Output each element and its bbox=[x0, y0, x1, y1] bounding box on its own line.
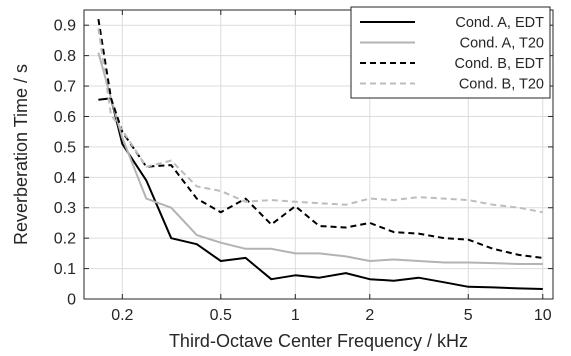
series-line-4 bbox=[97, 28, 543, 214]
x-tick-label: 0.5 bbox=[210, 307, 232, 324]
plot-frame bbox=[83, 9, 554, 300]
y-tick-label: 0.9 bbox=[54, 18, 76, 35]
legend-label: Cond. A, EDT bbox=[455, 15, 544, 31]
grid bbox=[84, 10, 553, 299]
y-tick-label: 0.1 bbox=[54, 261, 76, 278]
y-tick-label: 0 bbox=[67, 292, 76, 309]
x-tick-label: 2 bbox=[365, 307, 374, 324]
x-tick-label: 5 bbox=[464, 307, 473, 324]
y-tick-label: 0.4 bbox=[54, 170, 76, 187]
y-tick-label: 0.2 bbox=[54, 231, 76, 248]
x-tick-label: 1 bbox=[291, 307, 300, 324]
x-tick-label: 10 bbox=[534, 307, 552, 324]
y-tick-label: 0.6 bbox=[54, 109, 76, 126]
series-layer bbox=[97, 18, 543, 290]
legend-label: Cond. A, T20 bbox=[460, 36, 544, 52]
y-tick-label: 0.5 bbox=[54, 139, 76, 156]
y-tick-label: 0.3 bbox=[54, 200, 76, 217]
legend: Cond. A, EDT Cond. A, T20 Cond. B, EDT Cond… bbox=[350, 6, 551, 99]
x-axis-label: Third-Octave Center Frequency / kHz bbox=[169, 331, 468, 351]
x-tick-label: 0.2 bbox=[111, 307, 133, 324]
series-line-1 bbox=[98, 97, 543, 290]
tick-labels: 0.2 0.5 1 2 5 10 0 0.1 0.2 0.3 0.4 0.5 0.6 0.7 0.8 0.9 bbox=[54, 18, 552, 324]
y-tick-label: 0.8 bbox=[54, 48, 76, 65]
series-line-2 bbox=[97, 52, 543, 265]
legend-label: Cond. B, EDT bbox=[455, 56, 545, 72]
legend-label: Cond. B, T20 bbox=[459, 77, 544, 93]
y-axis-label: Reverberation Time / s bbox=[11, 64, 31, 245]
y-tick-label: 0.7 bbox=[54, 79, 76, 96]
